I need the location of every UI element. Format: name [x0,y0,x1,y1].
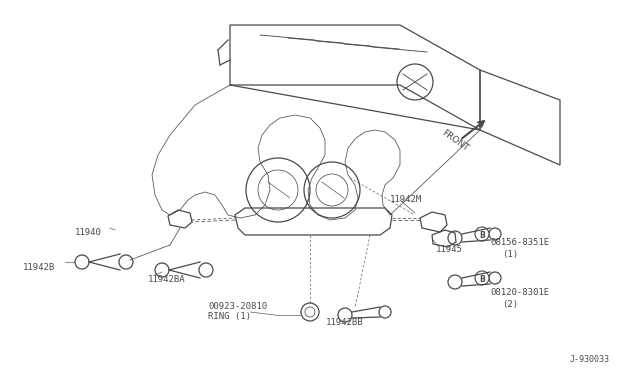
Circle shape [475,271,489,285]
Text: 11940: 11940 [75,228,102,237]
Text: 08156-8351E: 08156-8351E [490,238,549,247]
Text: 08120-8301E: 08120-8301E [490,288,549,297]
Text: FRONT: FRONT [440,128,470,153]
Text: (2): (2) [502,300,518,309]
Text: B: B [479,275,485,283]
Text: 11945: 11945 [436,245,463,254]
Text: 11942BA: 11942BA [148,275,186,284]
Circle shape [475,227,489,241]
Text: 11942B: 11942B [23,263,55,272]
Text: 11942BB: 11942BB [326,318,364,327]
Text: J-930033: J-930033 [570,355,610,364]
Text: 00923-20810: 00923-20810 [208,302,267,311]
Text: 11942M: 11942M [390,195,422,204]
Text: B: B [479,231,485,240]
Text: RING (1): RING (1) [208,312,251,321]
Text: (1): (1) [502,250,518,259]
